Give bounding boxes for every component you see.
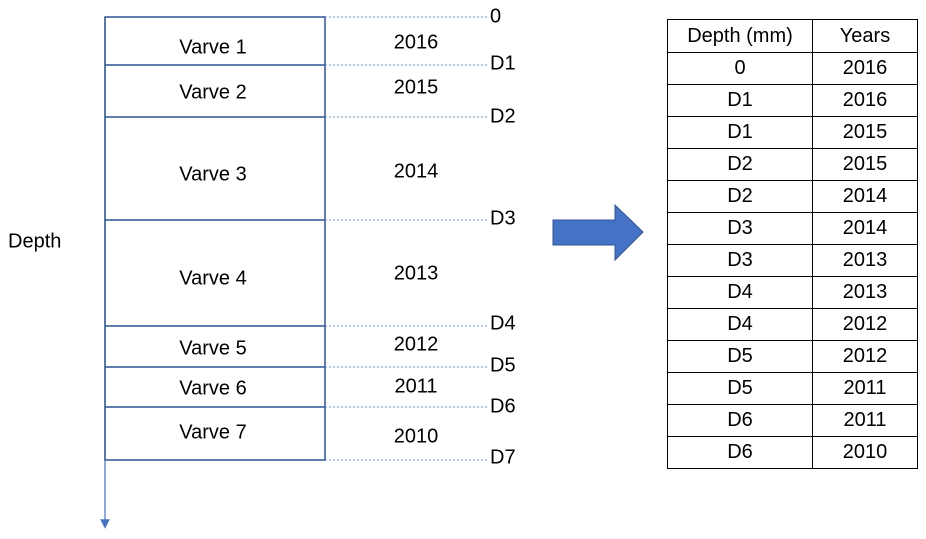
- depth-marker: D6: [490, 395, 516, 417]
- varve-year: 2011: [394, 375, 437, 397]
- depth-marker: D7: [490, 446, 516, 468]
- table-cell: D5: [667, 340, 813, 373]
- varve-year: 2016: [394, 31, 439, 53]
- table-cell: 2012: [812, 308, 918, 341]
- table-row: D6 2011: [667, 404, 918, 437]
- table-cell: D3: [667, 212, 813, 245]
- varve-figure: Depth 0 D1 D2 D3 D4 D5 D6 D7 Varve 1 2016 Varve 2 2…: [8, 5, 644, 529]
- table-row: D4 2013: [667, 276, 918, 309]
- varve-year: 2010: [394, 425, 439, 447]
- table-cell: D1: [667, 84, 813, 117]
- table-cell: D2: [667, 180, 813, 213]
- table-row: D1 2016: [667, 84, 918, 117]
- table-row: D4 2012: [667, 308, 918, 341]
- varve-year: 2013: [394, 262, 439, 284]
- table-row: D6 2010: [667, 436, 918, 469]
- table-row: D1 2015: [667, 116, 918, 149]
- table-row: D3 2014: [667, 212, 918, 245]
- table-cell: D4: [667, 276, 813, 309]
- varve-label: Varve 1: [179, 36, 246, 58]
- table-row: D3 2013: [667, 244, 918, 277]
- arrow: [552, 203, 644, 262]
- depth-marker: D1: [490, 52, 516, 74]
- table-cell: 2014: [812, 180, 918, 213]
- table-row: D2 2014: [667, 180, 918, 213]
- table-cell: D6: [667, 436, 813, 469]
- varve-label: Varve 2: [179, 81, 246, 103]
- varve-label: Varve 4: [179, 267, 246, 289]
- axis-label: Depth: [8, 230, 61, 252]
- depth-marker: D5: [490, 354, 516, 376]
- table-cell: D3: [667, 244, 813, 277]
- depth-year-table: Depth (mm) Years 0 2016 D1 2016 D1 2015 D2 2015 D…: [667, 19, 918, 469]
- table-cell: 2015: [812, 148, 918, 181]
- table-cell: 2015: [812, 116, 918, 149]
- table-cell: 2014: [812, 212, 918, 245]
- table-cell: 2013: [812, 276, 918, 309]
- table-cell: D4: [667, 308, 813, 341]
- varve-year: 2012: [394, 333, 439, 355]
- table-cell: 2012: [812, 340, 918, 373]
- varve-label: Varve 5: [179, 337, 246, 359]
- table-cell: 0: [667, 52, 813, 85]
- table-cell: 2013: [812, 244, 918, 277]
- varve-year: 2015: [394, 76, 439, 98]
- depth-marker: D4: [490, 312, 516, 334]
- table-cell: 2011: [812, 372, 918, 405]
- table-cell: D6: [667, 404, 813, 437]
- depth-marker: D2: [490, 105, 516, 127]
- table-row: 0 2016: [667, 52, 918, 85]
- core-box: [104, 16, 326, 461]
- table-row: D5 2012: [667, 340, 918, 373]
- table-cell: 2016: [812, 84, 918, 117]
- varve-year: 2014: [394, 160, 439, 182]
- table-cell: D2: [667, 148, 813, 181]
- varve-label: Varve 3: [179, 163, 246, 185]
- table-cell: 2011: [812, 404, 918, 437]
- depth-marker: D3: [490, 207, 516, 229]
- table-cell: D5: [667, 372, 813, 405]
- depth-marker: 0: [490, 5, 501, 27]
- header-cell: Years: [812, 19, 918, 53]
- table-row: D2 2015: [667, 148, 918, 181]
- varve-label: Varve 6: [179, 377, 246, 399]
- table-row: D5 2011: [667, 372, 918, 405]
- table-cell: 2016: [812, 52, 918, 85]
- table-cell: D1: [667, 116, 813, 149]
- varve-label: Varve 7: [179, 421, 246, 443]
- table-cell: 2010: [812, 436, 918, 469]
- header-cell: Depth (mm): [667, 19, 813, 53]
